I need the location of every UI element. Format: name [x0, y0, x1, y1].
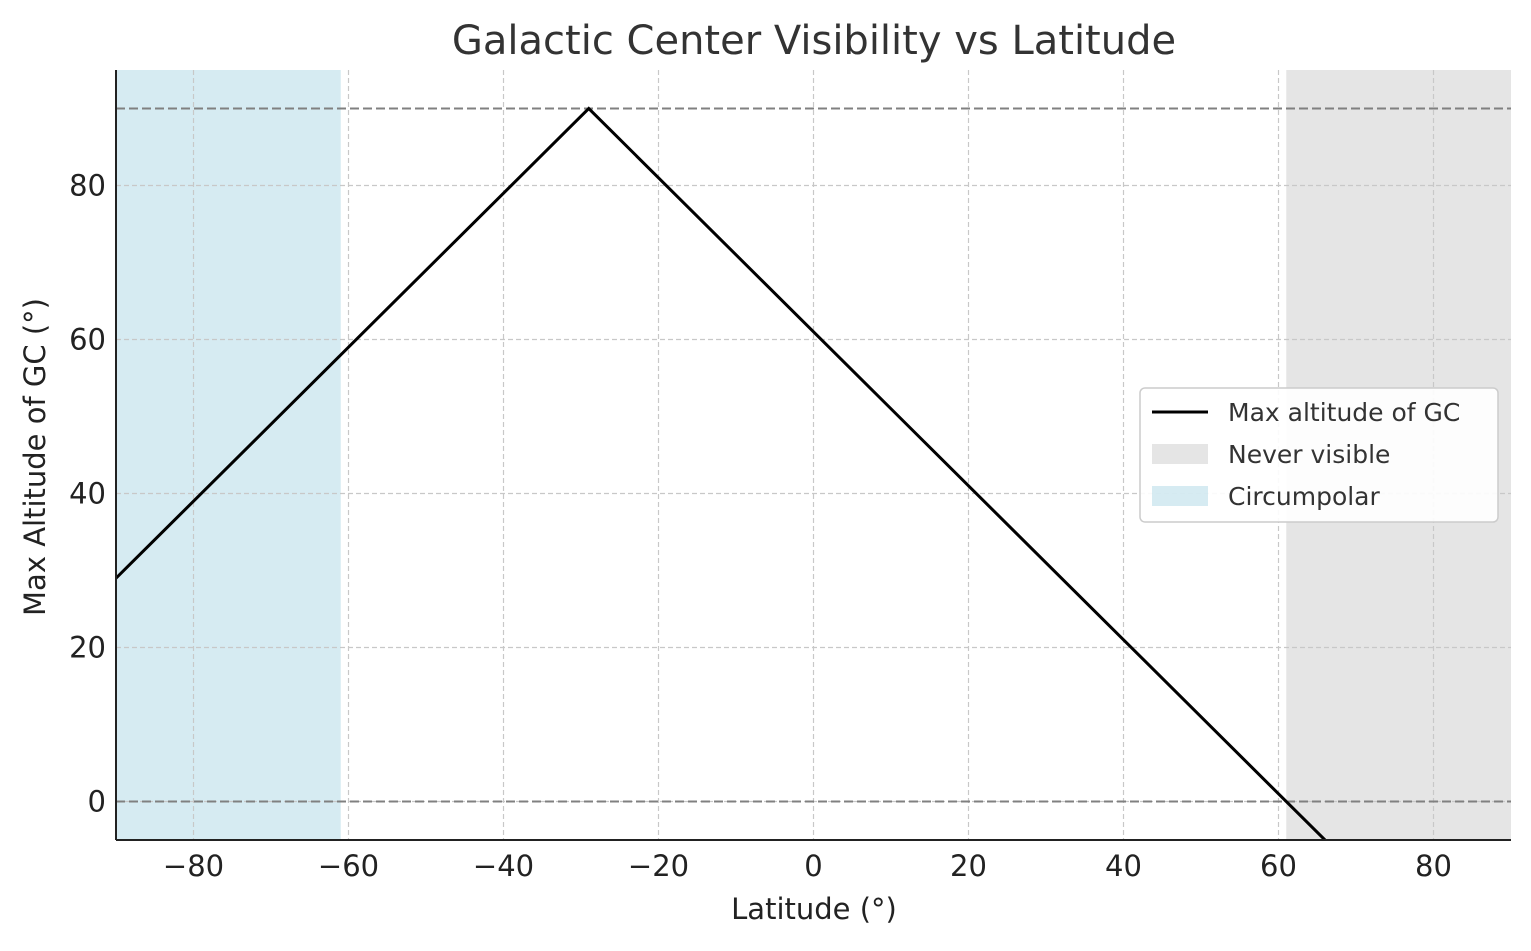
- y-tick-label: 80: [69, 169, 106, 203]
- axes: [115, 70, 1511, 841]
- y-tick-label: 0: [88, 785, 106, 819]
- x-tick-label: 80: [1415, 849, 1452, 883]
- legend: Max altitude of GC Never visible Circumpol…: [1139, 387, 1499, 523]
- y-tick-label: 20: [69, 631, 106, 665]
- y-tick-label: 40: [69, 477, 106, 511]
- x-tick-label: 40: [1105, 849, 1142, 883]
- legend-label: Never visible: [1228, 440, 1390, 469]
- shaded-region-circumpolar: [116, 70, 341, 840]
- legend-swatch-patch: [1152, 444, 1208, 464]
- tick-labels: −80 −60 −40 −20 0 20 40 60 80 0 20 40 60 80: [69, 169, 1452, 884]
- x-tick-label: −80: [163, 849, 224, 883]
- series-lines: [116, 106, 1327, 840]
- x-tick-label: −20: [628, 849, 689, 883]
- x-tick-label: −40: [473, 849, 534, 883]
- legend-label: Circumpolar: [1228, 482, 1381, 511]
- legend-swatch-patch: [1152, 486, 1208, 506]
- y-axis-label: Max Altitude of GC (°): [18, 298, 52, 616]
- x-axis-label: Latitude (°): [731, 892, 897, 926]
- x-tick-label: 0: [804, 849, 822, 883]
- legend-label: Max altitude of GC: [1228, 398, 1460, 427]
- x-tick-label: 20: [950, 849, 987, 883]
- chart-title: Galactic Center Visibility vs Latitude: [452, 18, 1176, 64]
- x-tick-label: 60: [1260, 849, 1297, 883]
- series-line-max-altitude: [116, 106, 1327, 840]
- legend-box: [1139, 387, 1499, 523]
- reference-lines: [116, 107, 1511, 803]
- y-tick-label: 60: [69, 323, 106, 357]
- x-tick-label: −60: [318, 849, 379, 883]
